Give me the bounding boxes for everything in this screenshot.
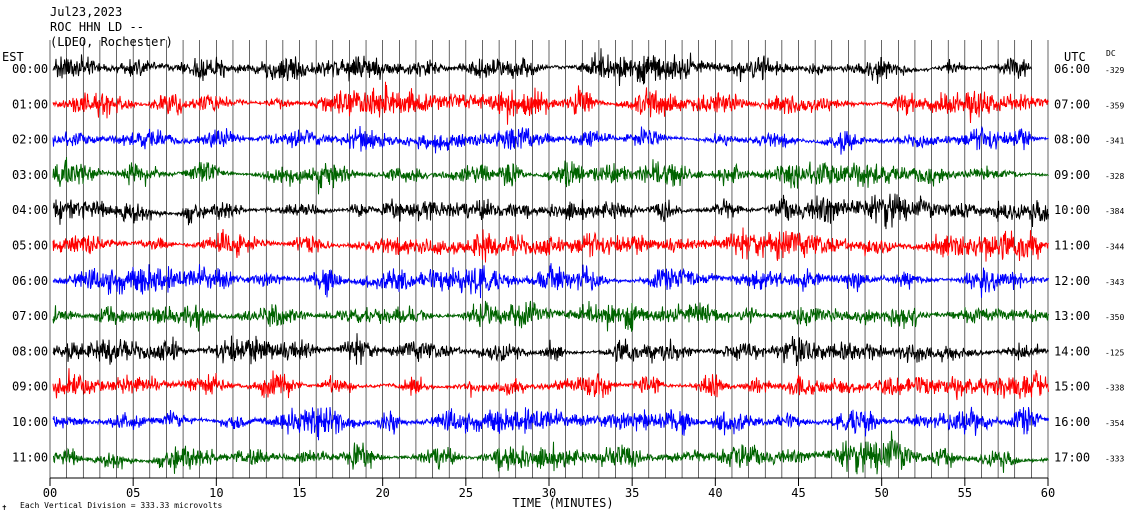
x-tick-label: 60 <box>1041 486 1055 500</box>
dc-label: -328 <box>1105 172 1124 181</box>
est-label: 07:00 <box>12 309 48 323</box>
date-label: Jul23,2023 <box>50 5 122 19</box>
est-label: 02:00 <box>12 133 48 147</box>
x-tick-label: 20 <box>375 486 389 500</box>
trace-row-7 <box>52 263 1049 299</box>
utc-label: 12:00 <box>1054 274 1090 288</box>
utc-hour-labels: 06:00 07:00 08:00 09:00 10:00 11:00 12:00 13:00… <box>1054 62 1090 464</box>
footer-scale-note: Each Vertical Division = 333.33 microvol… <box>20 501 222 510</box>
minute-gridlines <box>49 40 1049 478</box>
trace-row-2 <box>52 81 1049 125</box>
trace-row-9 <box>52 333 1049 367</box>
utc-label: 13:00 <box>1054 309 1090 323</box>
x-tick-label: 25 <box>459 486 473 500</box>
trace-row-12 <box>53 430 1049 475</box>
est-label: 11:00 <box>12 450 48 464</box>
dc-label: -354 <box>1105 419 1124 428</box>
x-tick-label: 35 <box>625 486 639 500</box>
est-hour-labels: 00:00 01:00 02:00 03:00 04:00 05:00 06:00 07:00… <box>12 62 48 464</box>
x-axis-ticks: 00 05 10 15 20 25 30 35 40 45 50 55 60 <box>43 478 1055 500</box>
utc-label: 11:00 <box>1054 239 1090 253</box>
est-label: 10:00 <box>12 415 48 429</box>
est-label: 00:00 <box>12 62 48 76</box>
x-tick-label: 15 <box>292 486 306 500</box>
utc-label: 09:00 <box>1054 168 1090 182</box>
station-label: ROC HHN LD -- <box>50 20 144 34</box>
est-axis-title: EST <box>2 50 24 64</box>
trace-row-3 <box>52 125 1049 155</box>
dc-offset-labels: -329 -359 -341 -328 -384 -344 -343 -350 -125 -338… <box>1105 66 1124 463</box>
est-label: 09:00 <box>12 380 48 394</box>
seismic-traces <box>52 48 1049 475</box>
x-tick-label: 10 <box>209 486 223 500</box>
trace-row-10 <box>52 368 1049 401</box>
x-tick-label: 00 <box>43 486 57 500</box>
trace-row-5 <box>52 193 1049 230</box>
x-tick-label: 45 <box>791 486 805 500</box>
trace-row-4 <box>52 156 1049 195</box>
est-label: 03:00 <box>12 168 48 182</box>
x-tick-label: 55 <box>958 486 972 500</box>
x-tick-label: 05 <box>126 486 140 500</box>
dc-label: -338 <box>1105 384 1124 393</box>
dc-label: -384 <box>1105 207 1124 216</box>
dc-label: -359 <box>1105 101 1124 110</box>
dc-label: -333 <box>1105 454 1124 463</box>
x-tick-label: 40 <box>708 486 722 500</box>
dc-label: -329 <box>1105 66 1124 75</box>
dc-label: -343 <box>1105 278 1124 287</box>
header-block: Jul23,2023 ROC HHN LD -- (LDEO, Rocheste… <box>50 5 173 49</box>
dc-column-title: DC <box>1106 49 1116 58</box>
x-axis-title: TIME (MINUTES) <box>512 496 613 510</box>
trace-row-6 <box>52 227 1049 263</box>
trace-row-1 <box>52 48 1032 87</box>
dc-label: -344 <box>1105 243 1124 252</box>
utc-label: 10:00 <box>1054 203 1090 217</box>
network-label: (LDEO, Rochester) <box>50 35 173 49</box>
est-label: 04:00 <box>12 203 48 217</box>
utc-axis-title: UTC <box>1064 50 1086 64</box>
est-label: 08:00 <box>12 344 48 358</box>
est-label: 05:00 <box>12 239 48 253</box>
utc-label: 16:00 <box>1054 415 1090 429</box>
trace-row-11 <box>52 406 1049 441</box>
utc-label: 17:00 <box>1054 450 1090 464</box>
utc-label: 14:00 <box>1054 344 1090 358</box>
utc-label: 08:00 <box>1054 133 1090 147</box>
x-tick-label: 30 <box>542 486 556 500</box>
est-label: 01:00 <box>12 97 48 111</box>
utc-label: 07:00 <box>1054 97 1090 111</box>
dc-label: -350 <box>1105 313 1124 322</box>
utc-label: 06:00 <box>1054 62 1090 76</box>
dc-label: -125 <box>1105 348 1124 357</box>
x-tick-label: 50 <box>874 486 888 500</box>
dc-label: -341 <box>1105 137 1124 146</box>
utc-label: 15:00 <box>1054 380 1090 394</box>
trace-row-8 <box>52 300 1049 332</box>
est-label: 06:00 <box>12 274 48 288</box>
footer-mark-icon: ✝ <box>2 503 7 512</box>
